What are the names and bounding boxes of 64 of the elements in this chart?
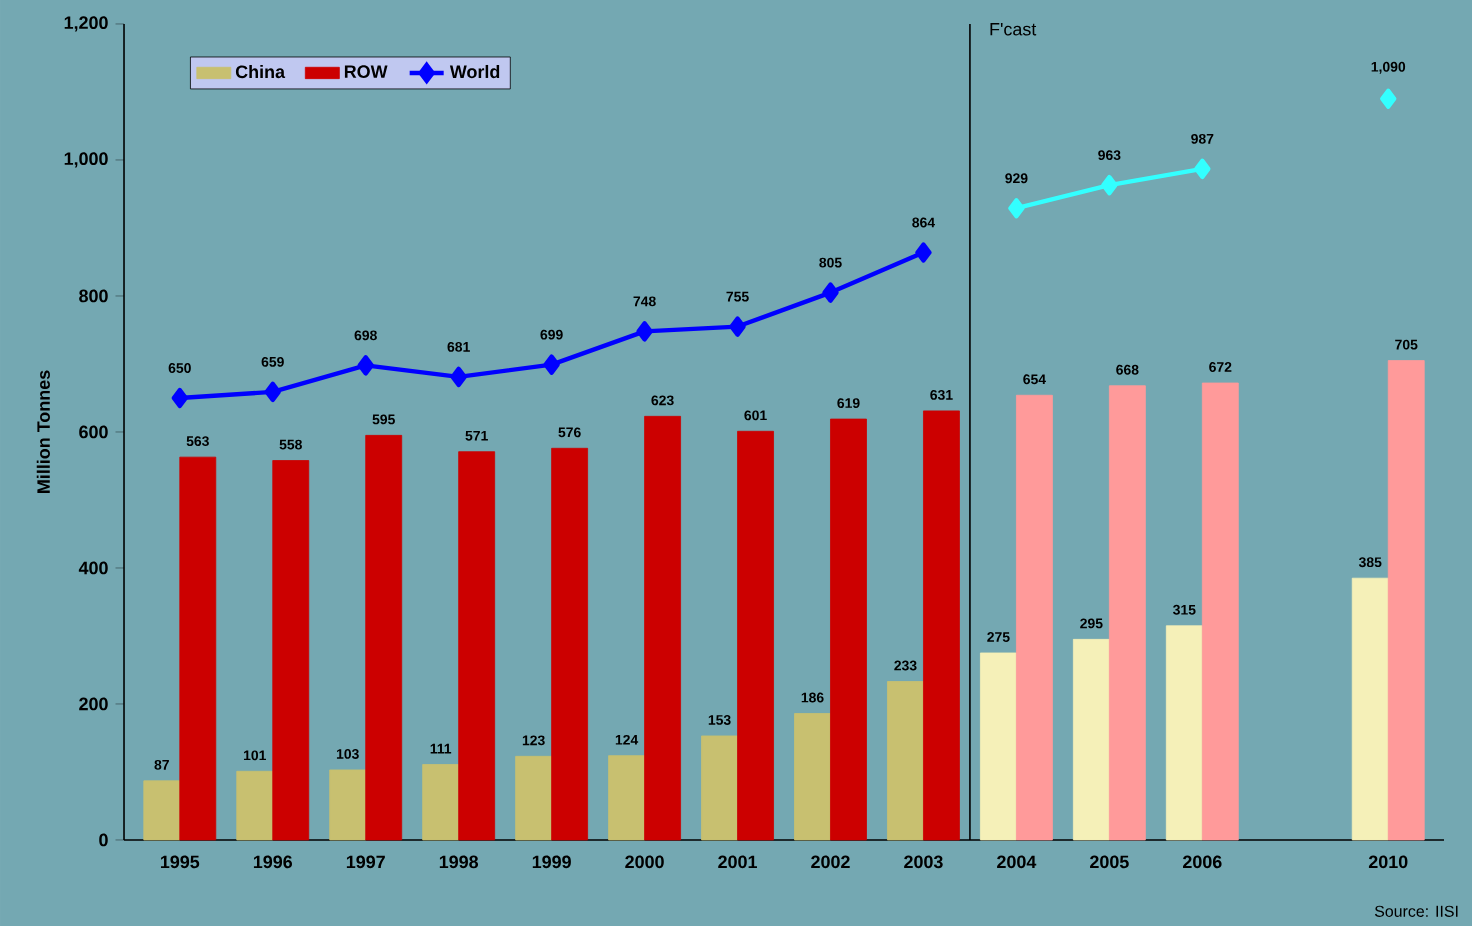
- bar: [737, 430, 774, 841]
- bar: [1201, 382, 1239, 841]
- x-tick-label: 2000: [625, 855, 664, 869]
- y-tick-label: 400: [78, 561, 108, 575]
- bar: [179, 456, 217, 841]
- bar: [794, 713, 831, 841]
- bar: [236, 770, 274, 841]
- bar: [1016, 394, 1053, 841]
- point: [915, 242, 932, 263]
- legend-label: China: [235, 64, 286, 79]
- x-tick-label: 2003: [904, 855, 943, 869]
- legend-label: ROW: [344, 65, 388, 78]
- bar: [1108, 385, 1146, 841]
- x-tick-label: 2010: [1368, 855, 1408, 869]
- bar: [365, 434, 403, 841]
- point: [450, 366, 467, 388]
- y-tick-label: 1,200: [64, 16, 108, 32]
- y-tick-label: 1,000: [64, 152, 108, 168]
- x-tick-label: 1997: [346, 855, 385, 869]
- point: [543, 354, 560, 375]
- x-tick-label: 2004: [997, 855, 1037, 869]
- bar: [422, 764, 460, 841]
- point: [1101, 174, 1118, 196]
- bar: [1351, 577, 1389, 841]
- bar: [329, 769, 367, 841]
- bar: [551, 447, 589, 841]
- point: [264, 381, 281, 403]
- annotation: F'cast: [990, 23, 1037, 36]
- bar: [458, 451, 496, 841]
- x-tick-label: 1996: [253, 855, 293, 869]
- point: [1380, 88, 1397, 109]
- point: [729, 316, 746, 337]
- bar: [830, 418, 867, 841]
- bar: [608, 755, 645, 841]
- x-tick-label: 2001: [718, 855, 757, 869]
- x-tick-label: 1998: [439, 855, 479, 869]
- x-tick-label: 1999: [532, 855, 571, 869]
- point: [1008, 198, 1025, 219]
- point: [171, 387, 188, 409]
- y-tick-label: 600: [79, 425, 108, 439]
- bar: [143, 780, 181, 841]
- legend-label: World: [449, 64, 500, 79]
- point: [357, 355, 374, 376]
- point: [1194, 158, 1211, 179]
- bar: [1165, 625, 1203, 841]
- bar: [980, 652, 1017, 841]
- x-tick-label: 2005: [1090, 855, 1129, 869]
- x-tick-label: 1995: [160, 855, 200, 869]
- x-tick-label: 2006: [1183, 855, 1222, 869]
- bar: [272, 460, 310, 841]
- bar: [644, 415, 681, 841]
- point: [822, 282, 839, 303]
- bar: [701, 735, 738, 841]
- x-tick-label: 2002: [811, 855, 850, 869]
- y-axis-title: Million Tonnes: [36, 370, 50, 493]
- bar: [923, 410, 960, 841]
- y-tick-label: 800: [79, 289, 108, 303]
- bar: [515, 755, 553, 841]
- bar: [887, 681, 924, 841]
- y-tick-label: 200: [79, 697, 108, 711]
- y-tick-label: 0: [99, 833, 108, 847]
- bar: [1072, 638, 1110, 841]
- bar: [1387, 360, 1425, 841]
- point: [636, 321, 653, 342]
